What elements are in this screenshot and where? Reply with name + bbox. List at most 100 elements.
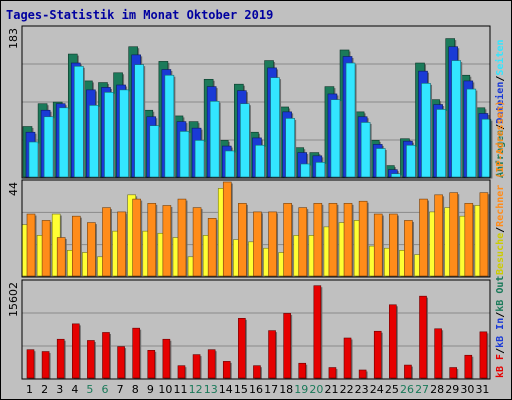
bar-volume-series0-day1 [26,349,35,379]
x-tick-day-20: 20 [309,383,323,396]
bar-visits-series1-day30 [464,203,474,277]
legend-entry: Anfragen [495,130,506,178]
x-tick-day-31: 31 [475,383,489,396]
bar-visits-series1-day17 [268,211,277,277]
bar-requests-series2-day18 [285,118,295,178]
bar-volume-series0-day24 [373,330,382,379]
bar-visits-series1-day28 [434,194,443,277]
bar-requests-series2-day16 [255,144,265,178]
x-tick-day-2: 2 [41,383,48,396]
bar-volume-series0-day31 [479,331,488,379]
bar-volume-series0-day26 [404,364,412,379]
bar-volume-series0-day27 [419,295,427,379]
bar-visits-series1-day29 [449,192,459,277]
bar-volume-series0-day15 [238,318,246,379]
ymax-label-volume: 15602 [7,282,20,317]
legend-visits: Besuche/Rechner (IP-Adressen) [495,100,506,275]
legend-entry: Dateien [494,82,506,124]
x-tick-day-13: 13 [204,383,218,396]
x-tick-day-29: 29 [445,383,459,396]
bar-volume-series0-day10 [162,338,171,379]
legend-entry: kB F [495,354,506,378]
bar-requests-series2-day26 [406,144,416,178]
bar-visits-series1-day26 [404,220,413,277]
bar-requests-series2-day13 [209,100,220,178]
bar-volume-series0-day2 [41,351,50,379]
x-tick-day-3: 3 [56,383,63,396]
bar-requests-series2-day12 [194,140,205,178]
bar-visits-series1-day3 [56,237,66,277]
bar-volume-series0-day21 [328,367,337,379]
bar-requests-series2-day22 [345,62,356,178]
x-tick-day-25: 25 [385,383,399,396]
x-tick-day-21: 21 [324,383,338,396]
bar-visits-series1-day27 [419,198,428,277]
legend-entry: kB Out [495,276,506,312]
x-tick-day-24: 24 [370,383,384,396]
bar-visits-series1-day24 [373,213,383,277]
bar-requests-series2-day30 [466,88,477,178]
bar-requests-series2-day17 [270,77,280,178]
bar-visits-series1-day4 [71,215,81,277]
bar-visits-series1-day25 [389,213,398,277]
bar-requests-series2-day25 [391,173,401,178]
x-tick-day-26: 26 [400,383,414,396]
panel-volume [22,280,490,379]
bar-requests-series2-day29 [451,60,462,178]
x-tick-day-15: 15 [234,383,248,396]
legend-separator: / [495,124,506,130]
legend-entry: Besuche [495,233,506,275]
bar-volume-series0-day4 [71,323,80,379]
bar-visits-series1-day21 [328,203,338,277]
ymax-label-requests: 183 [7,28,20,49]
bar-visits-series1-day9 [147,203,157,277]
bar-volume-series0-day25 [389,304,397,379]
bar-volume-series0-day14 [222,361,231,379]
bar-requests-series2-day11 [179,131,190,178]
x-tick-day-12: 12 [189,383,203,396]
bar-visits-series1-day13 [207,218,217,277]
bar-requests-series2-day14 [224,150,235,178]
bar-requests-series2-day15 [240,103,250,178]
bar-visits-series1-day22 [343,203,353,277]
bar-visits-series1-day1 [26,213,36,277]
bar-requests-series2-day1 [28,141,39,178]
bar-requests-series2-day9 [149,125,160,178]
bar-visits-series1-day18 [283,203,292,277]
bar-visits-series1-day23 [358,200,368,277]
legend-entry: Seiten [494,39,506,75]
bar-visits-series1-day12 [192,207,202,277]
x-tick-day-8: 8 [132,383,139,396]
bar-volume-series0-day17 [268,330,276,379]
bar-requests-series2-day4 [73,65,84,178]
legend-separator: / [495,348,506,354]
chart-title: Tages-Statistik im Monat Oktober 2019 [6,8,274,22]
x-tick-day-7: 7 [117,383,124,396]
bar-requests-series2-day6 [104,92,114,178]
bar-requests-series2-day10 [164,74,175,178]
bar-volume-series0-day18 [283,313,291,379]
bar-volume-series0-day7 [117,346,125,379]
legend-entry: Rechner (IP-Adressen) [495,100,506,226]
bar-visits-series1-day19 [298,207,308,277]
bar-volume-series0-day5 [87,340,95,379]
x-tick-day-5: 5 [86,383,93,396]
x-tick-day-10: 10 [158,383,172,396]
x-tick-day-11: 11 [174,383,188,396]
x-tick-day-19: 19 [294,383,308,396]
x-tick-day-23: 23 [355,383,369,396]
bar-visits-series1-day14 [222,181,232,277]
bar-requests-series2-day20 [315,162,326,178]
bar-volume-series0-day9 [147,350,156,379]
bar-volume-series0-day12 [192,354,201,379]
legend-separator: / [495,227,506,233]
bar-volume-series0-day30 [464,354,473,379]
bar-requests-series2-day21 [330,99,341,178]
x-tick-day-30: 30 [460,383,474,396]
legend-entry: kB In [495,318,506,348]
bar-requests-series2-day24 [375,148,386,178]
x-tick-day-16: 16 [249,383,263,396]
x-tick-day-28: 28 [430,383,444,396]
bar-volume-series0-day13 [207,349,216,379]
bar-requests-series2-day3 [58,107,69,178]
